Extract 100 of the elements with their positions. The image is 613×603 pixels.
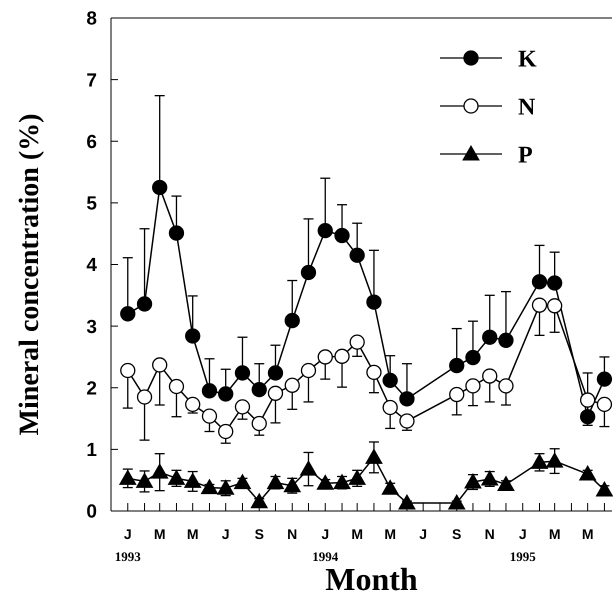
- point: [185, 396, 200, 412]
- point: [218, 424, 234, 440]
- point: [399, 413, 415, 429]
- x-tick-label: M: [186, 526, 199, 542]
- point: [334, 474, 351, 490]
- point: [365, 448, 382, 464]
- point: [350, 248, 365, 263]
- point: [464, 474, 482, 489]
- point: [268, 365, 284, 381]
- point: [482, 330, 498, 345]
- x-tick-label: N: [287, 526, 298, 542]
- point: [366, 294, 382, 310]
- y-tick-label: 4: [86, 255, 98, 276]
- point: [268, 386, 284, 401]
- point: [398, 494, 416, 510]
- point: [300, 264, 316, 280]
- y-tick-label: 2: [86, 378, 97, 400]
- point: [482, 368, 498, 384]
- x-tick-label: M: [548, 526, 560, 542]
- legend-label: K: [518, 46, 537, 72]
- point: [498, 378, 514, 394]
- point: [531, 454, 548, 469]
- x-tick-label: M: [582, 526, 594, 542]
- point: [120, 362, 136, 378]
- legend-label: P: [518, 142, 533, 168]
- x-tick-label: J 1993: [114, 526, 142, 564]
- point: [579, 466, 596, 481]
- point: [316, 474, 334, 490]
- point: [382, 372, 398, 388]
- point: [546, 452, 564, 468]
- point: [532, 298, 548, 313]
- point: [350, 334, 365, 350]
- point: [382, 480, 399, 495]
- point: [366, 364, 382, 380]
- point: [202, 383, 218, 398]
- x-tick-label: J: [222, 526, 230, 542]
- point: [284, 378, 300, 393]
- point: [318, 349, 333, 365]
- x-tick-label: J 1994: [312, 526, 339, 564]
- y-tick-label: 8: [86, 8, 97, 30]
- point: [252, 382, 267, 398]
- point: [152, 357, 168, 373]
- y-tick-label: 1: [86, 440, 98, 462]
- x-tick-label: J: [419, 526, 428, 542]
- point: [596, 396, 612, 412]
- x-tick-label: M: [154, 526, 166, 542]
- point: [120, 306, 136, 322]
- point: [465, 350, 481, 366]
- x-axis-title: Month: [325, 561, 418, 597]
- point: [497, 476, 514, 491]
- legend-label: N: [518, 94, 536, 120]
- point: [185, 328, 200, 344]
- point: [596, 482, 613, 497]
- point: [300, 460, 317, 476]
- point: [136, 296, 152, 312]
- point: [234, 365, 250, 381]
- point: [284, 312, 300, 328]
- point: [151, 464, 168, 479]
- point: [318, 222, 333, 238]
- x-tick-label: J 1995: [510, 526, 536, 564]
- point: [217, 480, 234, 495]
- point: [448, 494, 466, 510]
- point: [284, 477, 301, 492]
- point: [382, 400, 398, 416]
- point: [532, 274, 548, 290]
- point: [200, 479, 218, 494]
- point: [348, 470, 366, 485]
- y-tick-label: 0: [86, 502, 97, 523]
- x-tick-label: S: [254, 526, 264, 542]
- y-tick-label: 5: [86, 194, 98, 215]
- y-tick-label: 3: [86, 316, 97, 338]
- y-tick-label: 6: [86, 132, 97, 153]
- point: [152, 180, 168, 196]
- point: [234, 399, 250, 415]
- x-tick-label: M: [351, 526, 364, 542]
- x-tick-label: M: [384, 526, 396, 542]
- point: [334, 228, 350, 244]
- point: [465, 378, 481, 394]
- point: [168, 378, 184, 394]
- point: [547, 275, 562, 291]
- point: [547, 298, 562, 314]
- point: [498, 332, 514, 348]
- point: [481, 470, 498, 486]
- point: [119, 470, 136, 485]
- y-axis-title: Mineral concentration (%): [14, 114, 45, 436]
- point: [202, 408, 218, 424]
- point: [218, 386, 234, 402]
- point: [596, 371, 612, 387]
- point: [399, 391, 415, 406]
- point: [334, 348, 350, 364]
- point: [449, 358, 464, 374]
- point: [252, 416, 267, 432]
- point: [136, 389, 152, 405]
- point: [250, 493, 268, 508]
- point: [136, 472, 154, 488]
- point: [168, 470, 185, 485]
- point: [234, 474, 251, 490]
- point: [184, 472, 202, 488]
- point: [168, 225, 184, 241]
- point: [580, 392, 596, 408]
